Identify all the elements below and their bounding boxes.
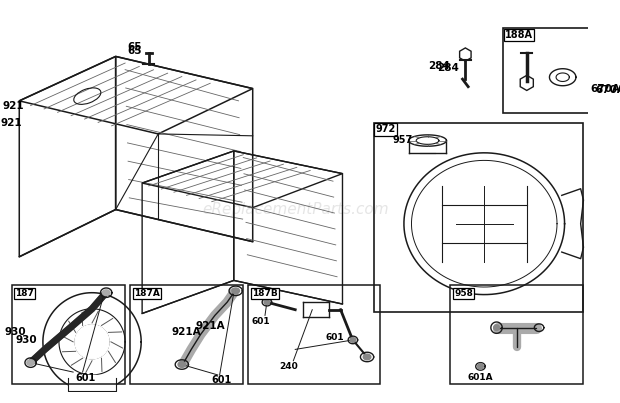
Text: 601: 601 xyxy=(326,332,344,342)
Text: 65: 65 xyxy=(127,46,142,56)
Text: 921: 921 xyxy=(2,101,24,110)
Polygon shape xyxy=(232,288,239,294)
Text: 284: 284 xyxy=(437,63,459,73)
Text: 601: 601 xyxy=(75,373,95,383)
Text: 601: 601 xyxy=(211,375,232,384)
Text: 188A: 188A xyxy=(505,30,533,40)
Text: 957: 957 xyxy=(392,135,413,145)
Text: 921: 921 xyxy=(1,118,22,128)
Polygon shape xyxy=(477,364,484,369)
Circle shape xyxy=(75,325,109,359)
Text: 921A: 921A xyxy=(172,327,202,337)
Bar xyxy=(503,28,596,113)
Text: eReplacementParts.com: eReplacementParts.com xyxy=(202,202,389,217)
Bar xyxy=(450,285,583,384)
Polygon shape xyxy=(264,300,270,305)
Polygon shape xyxy=(494,325,499,330)
Bar xyxy=(374,123,583,312)
Text: 187B: 187B xyxy=(252,289,278,298)
Text: 187A: 187A xyxy=(134,289,159,298)
Polygon shape xyxy=(27,360,34,366)
Text: 958: 958 xyxy=(454,289,473,298)
Text: 972: 972 xyxy=(376,125,396,135)
Polygon shape xyxy=(178,361,185,368)
Polygon shape xyxy=(363,354,371,360)
Text: 284: 284 xyxy=(428,61,450,71)
Text: 65: 65 xyxy=(127,42,142,52)
Text: 670A: 670A xyxy=(595,85,620,96)
Bar xyxy=(12,285,125,384)
Polygon shape xyxy=(350,338,356,342)
Polygon shape xyxy=(102,290,110,295)
Text: 670A: 670A xyxy=(590,83,620,93)
Text: 921A: 921A xyxy=(195,321,225,331)
Text: 930: 930 xyxy=(15,335,37,345)
Text: 187: 187 xyxy=(16,289,34,298)
Bar xyxy=(248,285,380,384)
Bar xyxy=(130,285,243,384)
Text: 601A: 601A xyxy=(467,373,494,382)
Text: 930: 930 xyxy=(5,327,26,337)
Text: 601: 601 xyxy=(252,316,270,326)
Text: 240: 240 xyxy=(279,362,298,371)
